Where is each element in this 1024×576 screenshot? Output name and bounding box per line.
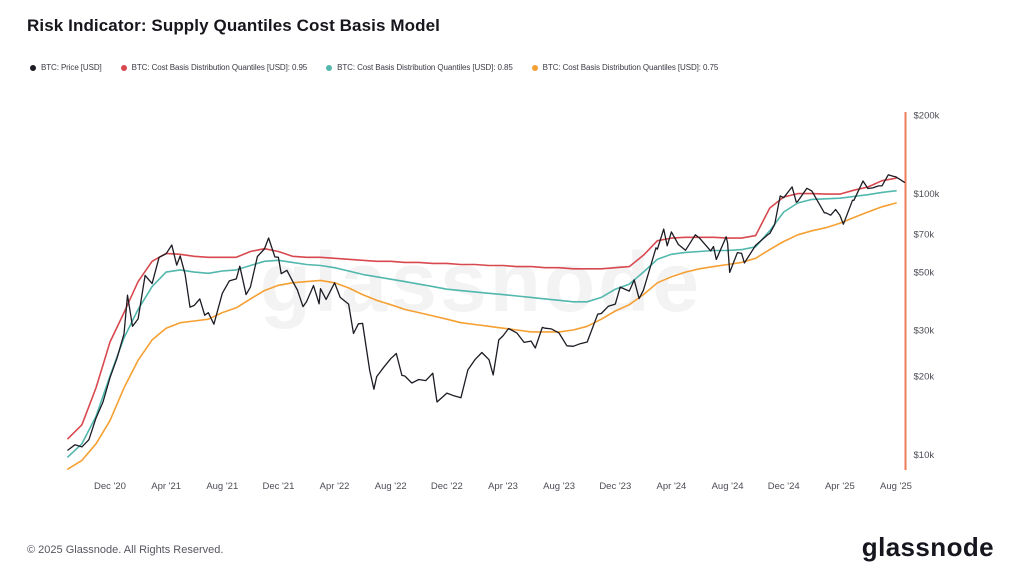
svg-text:Apr '21: Apr '21 — [151, 481, 181, 492]
svg-text:Apr '24: Apr '24 — [657, 481, 687, 492]
copyright-text: © 2025 Glassnode. All Rights Reserved. — [27, 544, 224, 556]
svg-text:$50k: $50k — [914, 268, 935, 279]
legend-dot-icon — [531, 64, 538, 71]
svg-text:$10k: $10k — [914, 450, 935, 461]
glassnode-logo: glassnode — [861, 532, 994, 562]
legend-label: BTC: Price [USD] — [41, 63, 102, 72]
page-title: Risk Indicator: Supply Quantiles Cost Ba… — [27, 16, 440, 35]
svg-text:$20k: $20k — [914, 372, 935, 383]
svg-text:Aug '22: Aug '22 — [375, 481, 407, 492]
legend-label: BTC: Cost Basis Distribution Quantiles [… — [542, 63, 719, 72]
svg-text:Dec '24: Dec '24 — [768, 481, 800, 492]
legend-item-btc-price[interactable]: BTC: Price [USD] — [30, 63, 102, 72]
svg-text:Aug '21: Aug '21 — [206, 481, 238, 492]
legend-item-quantile-075[interactable]: BTC: Cost Basis Distribution Quantiles [… — [531, 63, 719, 72]
chart-legend: BTC: Price [USD] BTC: Cost Basis Distrib… — [30, 63, 718, 72]
svg-text:Aug '24: Aug '24 — [712, 481, 744, 492]
svg-text:$200k: $200k — [914, 111, 940, 122]
legend-dot-icon — [120, 64, 127, 71]
svg-text:Dec '23: Dec '23 — [599, 481, 631, 492]
svg-text:Dec '20: Dec '20 — [94, 481, 126, 492]
svg-text:Aug '23: Aug '23 — [543, 481, 575, 492]
svg-text:Apr '23: Apr '23 — [488, 481, 518, 492]
legend-label: BTC: Cost Basis Distribution Quantiles [… — [337, 63, 513, 72]
legend-dot-icon — [326, 64, 333, 71]
svg-text:Apr '22: Apr '22 — [320, 481, 350, 492]
legend-item-quantile-095[interactable]: BTC: Cost Basis Distribution Quantiles [… — [120, 63, 308, 72]
svg-text:$70k: $70k — [914, 229, 935, 240]
svg-text:Dec '22: Dec '22 — [431, 481, 463, 492]
legend-label: BTC: Cost Basis Distribution Quantiles [… — [131, 63, 308, 72]
svg-text:Dec '21: Dec '21 — [262, 481, 294, 492]
svg-text:$100k: $100k — [914, 189, 940, 200]
legend-dot-icon — [30, 64, 36, 71]
svg-text:$30k: $30k — [914, 326, 935, 337]
legend-item-quantile-085[interactable]: BTC: Cost Basis Distribution Quantiles [… — [326, 63, 513, 72]
svg-text:Apr '25: Apr '25 — [825, 481, 855, 492]
svg-text:Aug '25: Aug '25 — [880, 481, 912, 492]
